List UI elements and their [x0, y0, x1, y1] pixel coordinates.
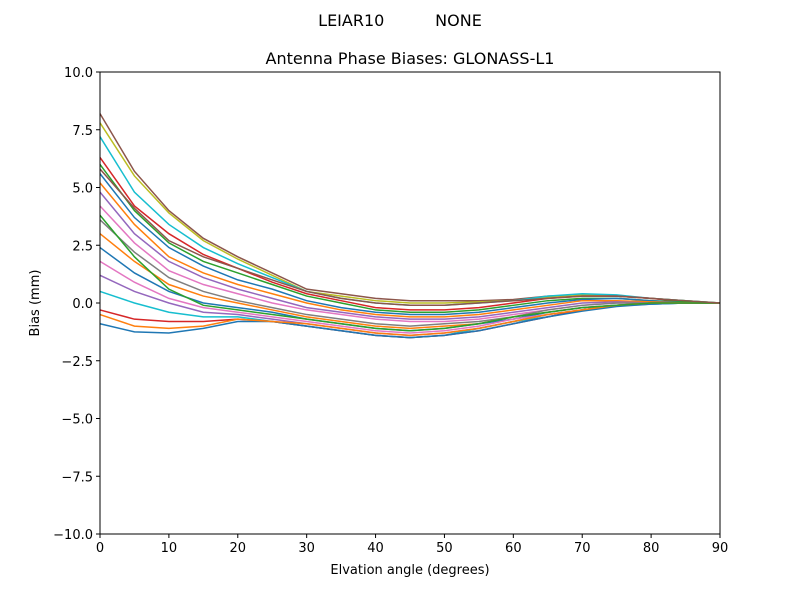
chart-title: Antenna Phase Biases: GLONASS-L1 [266, 49, 555, 68]
y-tick-label: −5.0 [61, 413, 93, 428]
y-tick-label: 5.0 [72, 182, 93, 197]
x-tick-label: 20 [230, 541, 247, 556]
y-tick-label: 10.0 [64, 66, 93, 81]
suptitle: LEIAR10 NONE [318, 11, 482, 30]
x-tick-label: 30 [298, 541, 315, 556]
y-tick-label: −2.5 [61, 355, 93, 370]
y-tick-label: 2.5 [72, 239, 93, 254]
data-line [99, 214, 720, 332]
x-tick-label: 0 [96, 541, 104, 556]
data-line [99, 191, 720, 320]
y-tick-label: 7.5 [72, 124, 93, 139]
y-tick-label: −7.5 [61, 470, 93, 485]
data-line [99, 173, 720, 316]
x-tick-label: 50 [436, 541, 453, 556]
data-line [99, 302, 720, 339]
data-line [99, 168, 721, 307]
y-tick-label: 0.0 [72, 297, 93, 312]
x-tick-label: 70 [574, 541, 591, 556]
data-line [99, 182, 720, 318]
x-tick-label: 80 [643, 541, 660, 556]
x-tick-label: 40 [367, 541, 384, 556]
x-tick-label: 60 [505, 541, 522, 556]
x-tick-label: 90 [712, 541, 729, 556]
y-axis-label: Bias (mm) [28, 270, 43, 337]
x-tick-label: 10 [161, 541, 178, 556]
y-tick-label: −10.0 [53, 528, 93, 543]
data-line [99, 219, 720, 327]
x-axis-label: Elvation angle (degrees) [330, 563, 489, 578]
